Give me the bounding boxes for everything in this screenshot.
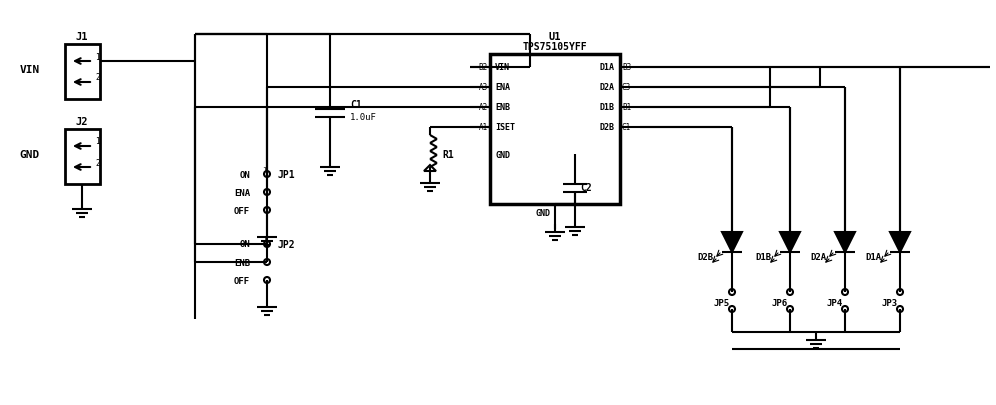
Text: JP4: JP4	[827, 298, 843, 307]
Bar	[490, 55, 620, 205]
Circle shape	[729, 306, 735, 312]
Text: ENA: ENA	[495, 83, 510, 92]
Text: A3: A3	[479, 83, 488, 92]
Text: ON: ON	[239, 170, 250, 179]
Bar	[65, 130, 100, 185]
Text: D2B: D2B	[600, 123, 615, 132]
Circle shape	[729, 289, 735, 295]
Text: JP6: JP6	[772, 298, 788, 307]
Text: J1: J1	[76, 32, 89, 42]
Text: 2: 2	[95, 158, 100, 167]
Text: A1: A1	[479, 123, 488, 132]
Circle shape	[264, 190, 270, 196]
Circle shape	[264, 207, 270, 213]
Polygon shape	[835, 232, 855, 252]
Text: GND: GND	[535, 208, 550, 217]
Circle shape	[787, 289, 793, 295]
Text: R1: R1	[442, 149, 454, 160]
Circle shape	[264, 277, 270, 284]
Text: A2: A2	[479, 103, 488, 112]
Text: OFF: OFF	[234, 276, 250, 285]
Text: C2: C2	[580, 183, 592, 192]
Text: D1B: D1B	[756, 253, 772, 262]
Text: 1: 1	[95, 52, 100, 61]
Text: OFF: OFF	[234, 206, 250, 215]
Text: D1B: D1B	[600, 103, 615, 112]
Text: ON: ON	[239, 240, 250, 249]
Text: D1A: D1A	[866, 253, 882, 262]
Text: C1: C1	[350, 100, 362, 110]
Text: C3: C3	[622, 83, 631, 92]
Text: JP5: JP5	[714, 298, 730, 307]
Circle shape	[842, 289, 848, 295]
Text: D2A: D2A	[600, 83, 615, 92]
Circle shape	[897, 289, 903, 295]
Text: J2: J2	[76, 117, 89, 127]
Text: ENB: ENB	[234, 258, 250, 267]
Circle shape	[264, 172, 270, 177]
Text: 1: 1	[95, 137, 100, 146]
Text: ENA: ENA	[234, 188, 250, 197]
Circle shape	[264, 241, 270, 247]
Circle shape	[897, 306, 903, 312]
Text: D1A: D1A	[600, 63, 615, 72]
Text: JP1: JP1	[277, 170, 295, 179]
Text: D2B: D2B	[698, 253, 714, 262]
Text: 1: 1	[262, 237, 266, 243]
Text: ENB: ENB	[495, 103, 510, 112]
Text: VIN: VIN	[20, 65, 40, 75]
Text: C1: C1	[622, 123, 631, 132]
Text: 1.0uF: 1.0uF	[350, 113, 376, 122]
Text: 1: 1	[262, 166, 266, 173]
Text: JP2: JP2	[277, 239, 295, 249]
Text: TPS75105YFF: TPS75105YFF	[523, 42, 588, 52]
Circle shape	[264, 259, 270, 265]
Text: U1: U1	[549, 32, 562, 42]
Text: D2A: D2A	[811, 253, 827, 262]
Polygon shape	[890, 232, 910, 252]
Polygon shape	[780, 232, 800, 252]
Circle shape	[842, 306, 848, 312]
Text: VIN: VIN	[495, 63, 510, 72]
Polygon shape	[722, 232, 742, 252]
Circle shape	[787, 306, 793, 312]
Bar	[65, 45, 100, 100]
Text: JP3: JP3	[881, 298, 898, 307]
Text: ISET: ISET	[495, 123, 515, 132]
Text: B2: B2	[479, 63, 488, 72]
Text: B1: B1	[622, 103, 631, 112]
Text: B3: B3	[622, 63, 631, 72]
Text: 2: 2	[95, 73, 100, 82]
Text: GND: GND	[495, 150, 510, 159]
Text: GND: GND	[20, 149, 40, 160]
